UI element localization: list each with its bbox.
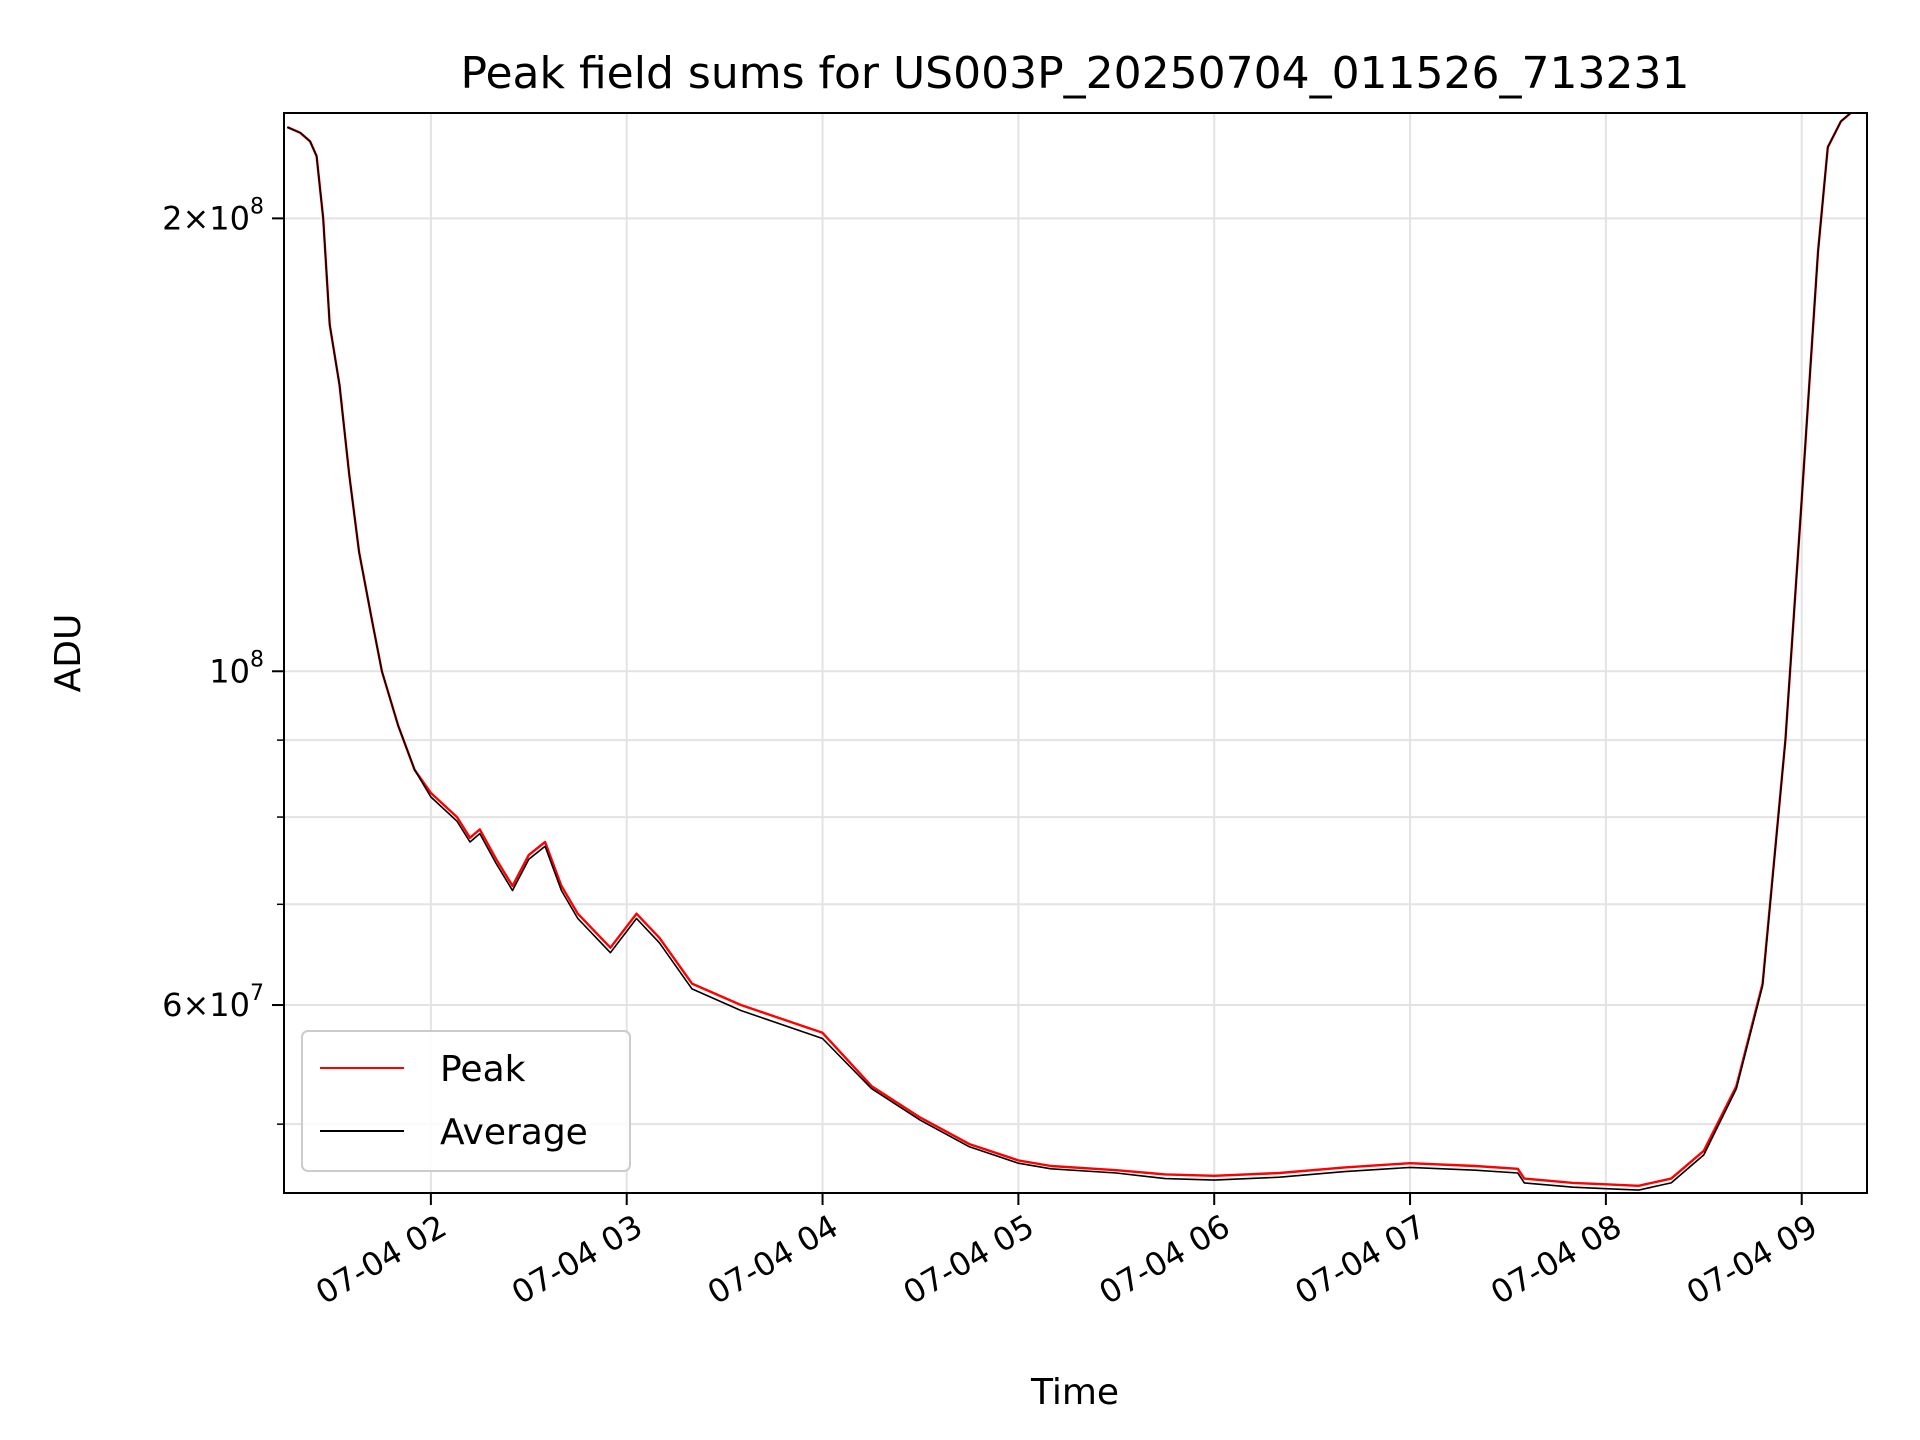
legend-label-peak: Peak xyxy=(440,1049,526,1090)
legend: Peak Average xyxy=(301,1030,631,1172)
grid-lines xyxy=(284,113,1867,1193)
y-tick-label-base: 10 xyxy=(209,652,250,690)
y-tick-label: 6×107 xyxy=(162,981,264,1024)
y-tick-label: 108 xyxy=(209,647,264,690)
legend-label-average: Average xyxy=(440,1112,588,1153)
y-axis-label: ADU xyxy=(48,614,89,693)
y-tick-label-exponent: 7 xyxy=(250,981,264,1006)
series-line-average xyxy=(286,112,1852,1191)
y-tick-label-exponent: 8 xyxy=(250,194,264,219)
chart-title: Peak field sums for US003P_20250704_0115… xyxy=(461,48,1690,99)
y-tick-label-base: 6×10 xyxy=(162,986,250,1024)
y-tick-label: 2×108 xyxy=(162,194,264,237)
y-tick-label-base: 2×10 xyxy=(162,199,250,237)
legend-box xyxy=(301,1030,631,1172)
y-tick-label-exponent: 8 xyxy=(250,647,264,672)
x-axis-label: Time xyxy=(1030,1372,1119,1413)
series-lines xyxy=(286,112,1852,1191)
plot-area-frame xyxy=(283,112,1868,1194)
